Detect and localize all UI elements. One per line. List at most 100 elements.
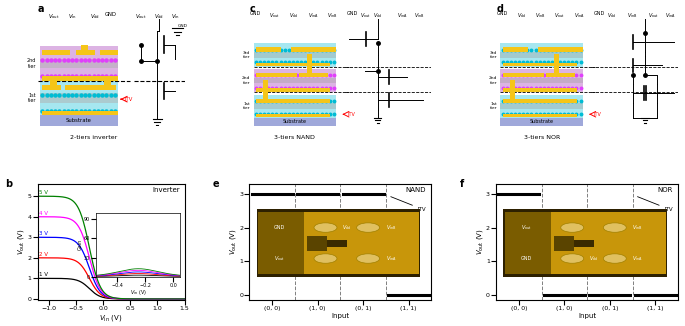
Bar: [500, 43, 583, 67]
Bar: [49, 76, 57, 90]
Bar: [40, 93, 118, 103]
Text: 2nd
tier: 2nd tier: [488, 76, 497, 85]
Bar: [500, 103, 583, 109]
Text: $V_{\rm dd}$: $V_{\rm dd}$: [154, 12, 164, 21]
Text: c: c: [249, 4, 255, 14]
Text: ITV: ITV: [594, 112, 601, 117]
Bar: [40, 46, 118, 81]
Bar: [510, 80, 515, 103]
Text: $V_{\rm out}$: $V_{\rm out}$: [554, 11, 565, 20]
Text: 4 V: 4 V: [39, 211, 48, 216]
Bar: [500, 118, 583, 126]
Bar: [264, 80, 269, 103]
Bar: [290, 48, 336, 52]
Text: 2nd
tier: 2nd tier: [27, 58, 36, 68]
Bar: [256, 98, 330, 103]
Text: ITV: ITV: [390, 197, 426, 212]
Bar: [76, 50, 95, 55]
Bar: [503, 73, 544, 77]
Bar: [42, 85, 61, 90]
Bar: [256, 114, 330, 117]
X-axis label: $V_{\rm in}$ (V): $V_{\rm in}$ (V): [99, 313, 123, 322]
Text: NOR: NOR: [658, 187, 673, 193]
Text: 2-tiers inverter: 2-tiers inverter: [70, 135, 117, 140]
Text: $V_{\rm inA}$: $V_{\rm inA}$: [308, 11, 319, 20]
Text: 3rd
tier: 3rd tier: [490, 51, 497, 59]
Text: $V_{\rm dd}$: $V_{\rm dd}$: [373, 11, 382, 20]
Bar: [253, 69, 336, 92]
Bar: [503, 63, 577, 66]
Bar: [546, 73, 575, 77]
Text: 3-tiers NAND: 3-tiers NAND: [275, 135, 315, 140]
Bar: [554, 54, 559, 77]
Text: 2 V: 2 V: [39, 252, 48, 257]
Bar: [253, 43, 336, 67]
Bar: [500, 78, 583, 83]
Text: e: e: [213, 179, 220, 189]
Text: 2nd
tier: 2nd tier: [242, 76, 250, 85]
Bar: [253, 78, 336, 83]
Bar: [500, 69, 583, 92]
Text: Substrate: Substrate: [283, 119, 307, 124]
Bar: [40, 59, 118, 68]
Text: d: d: [496, 4, 503, 14]
Text: Inverter: Inverter: [153, 187, 180, 193]
Text: ITV: ITV: [638, 197, 673, 212]
Text: 3-tiers NOR: 3-tiers NOR: [523, 135, 560, 140]
Bar: [503, 114, 577, 117]
Text: $V_{\rm dd}$: $V_{\rm dd}$: [289, 11, 298, 20]
Text: $V_{\rm out}$: $V_{\rm out}$: [135, 12, 147, 21]
Y-axis label: $V_{\rm out}$ (V): $V_{\rm out}$ (V): [16, 229, 26, 255]
Text: 1st
tier: 1st tier: [490, 102, 497, 111]
Text: $V_{\rm inB}$: $V_{\rm inB}$: [414, 11, 424, 20]
Text: $V_{\rm inA}$: $V_{\rm inA}$: [573, 11, 584, 20]
Text: $V_{\rm inB}$: $V_{\rm inB}$: [327, 11, 338, 20]
Text: 3 V: 3 V: [39, 231, 48, 236]
Bar: [100, 50, 118, 55]
X-axis label: Input: Input: [332, 313, 349, 319]
Text: $V_{\rm in}$: $V_{\rm in}$: [68, 12, 77, 21]
Y-axis label: $V_{\rm out}$ (V): $V_{\rm out}$ (V): [475, 229, 484, 255]
Y-axis label: $V_{\rm out}$ (V): $V_{\rm out}$ (V): [228, 229, 238, 255]
Text: 1st
tier: 1st tier: [242, 102, 250, 111]
Text: 1 V: 1 V: [39, 272, 48, 277]
Text: NAND: NAND: [406, 187, 426, 193]
Bar: [253, 52, 336, 58]
Bar: [42, 76, 118, 81]
Text: $V_{\rm inA}$: $V_{\rm inA}$: [664, 11, 675, 20]
Text: f: f: [460, 179, 464, 189]
Bar: [256, 88, 330, 92]
Text: GND: GND: [497, 11, 508, 16]
Text: $V_{\rm out}$: $V_{\rm out}$: [269, 11, 280, 20]
Text: 3rd
tier: 3rd tier: [242, 51, 250, 59]
Text: GND: GND: [178, 24, 188, 28]
Bar: [256, 48, 281, 52]
Bar: [500, 52, 583, 58]
Bar: [500, 95, 583, 118]
Text: GND: GND: [105, 12, 117, 17]
Text: ITV: ITV: [125, 96, 134, 102]
Text: b: b: [5, 179, 12, 189]
Text: $V_{\rm out}$: $V_{\rm out}$: [360, 11, 371, 20]
Text: GND: GND: [594, 11, 605, 16]
Bar: [65, 85, 116, 90]
Text: ITV: ITV: [347, 112, 355, 117]
X-axis label: Input: Input: [578, 313, 596, 319]
Text: $V_{\rm dd}$: $V_{\rm dd}$: [516, 11, 526, 20]
Text: a: a: [38, 4, 44, 14]
Bar: [40, 115, 118, 126]
Bar: [503, 48, 527, 52]
Text: $V_{\rm inB}$: $V_{\rm inB}$: [627, 11, 638, 20]
Bar: [299, 73, 328, 77]
Bar: [253, 95, 336, 118]
Text: GND: GND: [347, 11, 358, 16]
Text: $V_{\rm out}$: $V_{\rm out}$: [648, 11, 659, 20]
Text: $V_{\rm out}$: $V_{\rm out}$: [49, 12, 60, 21]
Bar: [538, 48, 583, 52]
Text: 5 V: 5 V: [39, 190, 48, 195]
Bar: [503, 88, 577, 92]
Text: Substrate: Substrate: [65, 118, 91, 123]
Text: Substrate: Substrate: [530, 119, 553, 124]
Text: $V_{\rm inA}$: $V_{\rm inA}$: [397, 11, 408, 20]
Bar: [256, 63, 330, 66]
